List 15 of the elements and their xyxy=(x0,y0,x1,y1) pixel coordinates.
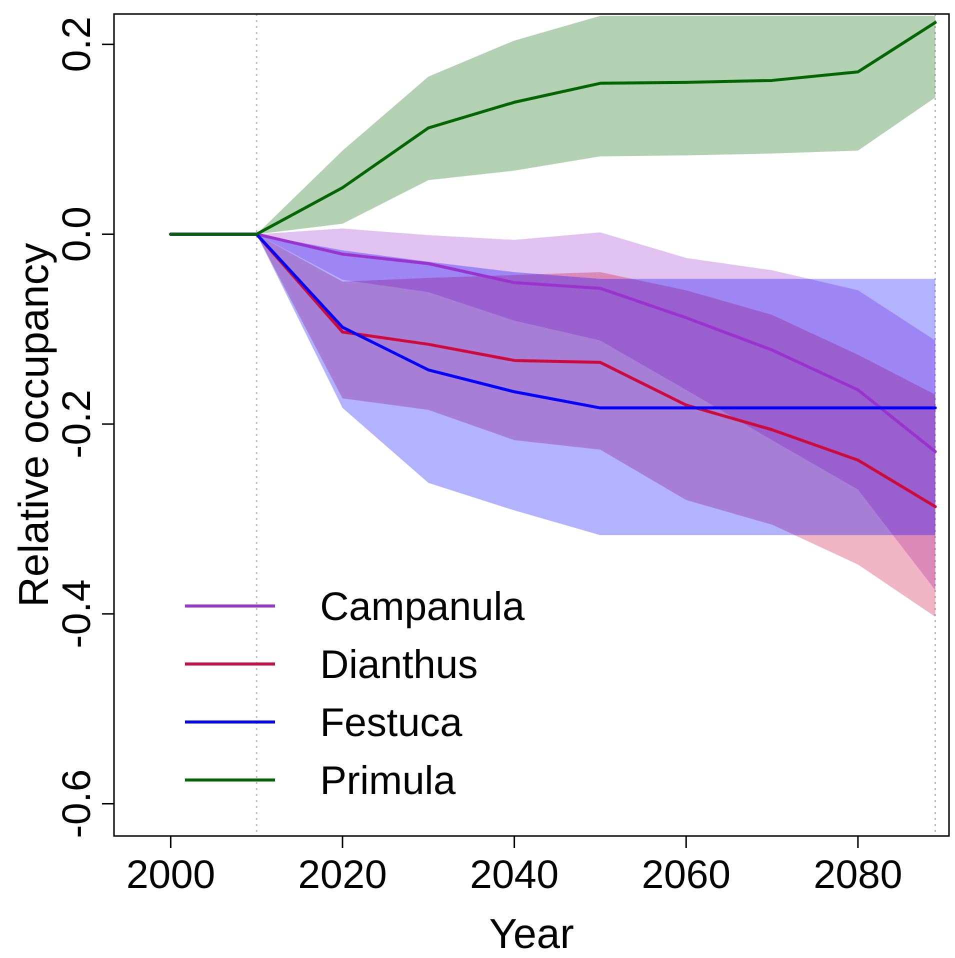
legend-label: Primula xyxy=(320,759,456,803)
x-tick-label: 2060 xyxy=(642,853,731,897)
x-tick-label: 2040 xyxy=(470,853,559,897)
x-tick-label: 2020 xyxy=(298,853,387,897)
legend-label: Festuca xyxy=(320,701,464,745)
y-tick-label: -0.4 xyxy=(55,579,99,648)
y-tick-label: -0.2 xyxy=(55,390,99,459)
legend-label: Campanula xyxy=(320,585,526,629)
y-axis-title: Relative occupancy xyxy=(10,242,57,608)
x-tick-label: 2000 xyxy=(126,853,216,897)
y-tick-label: 0.2 xyxy=(55,16,99,72)
legend-label: Dianthus xyxy=(320,643,478,687)
x-axis-title: Year xyxy=(489,910,574,957)
x-tick-label: 2080 xyxy=(813,853,902,897)
y-tick-label: -0.6 xyxy=(55,769,99,838)
